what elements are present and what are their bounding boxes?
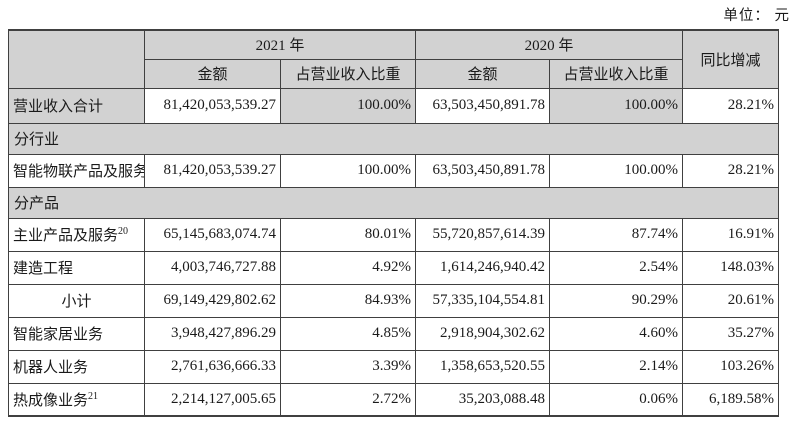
header-yoy: 同比增减 (682, 29, 780, 89)
header-ratio-2021: 占营业收入比重 (279, 58, 417, 89)
cell-ratio-2021: 100.00% (279, 87, 417, 124)
cell-ratio-2021: 100.00% (279, 153, 417, 188)
cell-ratio-2020: 100.00% (549, 87, 684, 124)
footnote-ref: 20 (118, 226, 129, 237)
cell-ratio-2020: 2.54% (549, 250, 684, 285)
cell-yoy: 20.61% (682, 283, 780, 318)
cell-yoy: 35.27% (682, 316, 780, 351)
unit-label: 单位： 元 (723, 8, 790, 24)
cell-label: 小计 (8, 283, 145, 318)
header-year-2020: 2020 年 (415, 29, 684, 60)
row-smart-home: 智能家居业务 3,948,427,896.29 4.85% 2,918,904,… (8, 316, 780, 351)
cell-amount-2020: 35,203,088.48 (415, 382, 551, 417)
cell-ratio-2020: 87.74% (549, 217, 684, 252)
header-corner-cell (8, 29, 145, 89)
cell-amount-2020: 57,335,104,554.81 (415, 283, 551, 318)
cell-ratio-2021: 4.85% (279, 316, 417, 351)
row-robotics: 机器人业务 2,761,636,666.33 3.39% 1,358,653,5… (8, 349, 780, 384)
cell-ratio-2021: 80.01% (279, 217, 417, 252)
row-label-text: 主业产品及服务 (13, 228, 119, 244)
cell-amount-2020: 63,503,450,891.78 (415, 153, 551, 188)
table-header-row-years: 2021 年 2020 年 同比增减 (8, 29, 780, 89)
row-label-text: 热成像业务 (13, 392, 89, 409)
cell-yoy: 28.21% (682, 87, 780, 124)
revenue-breakdown-table: 2021 年 2020 年 同比增减 金额 占营业收入比重 金额 占营业收入比重… (7, 29, 780, 417)
cell-amount-2021: 65,145,683,074.74 (144, 217, 281, 252)
cell-ratio-2021: 4.92% (279, 250, 417, 285)
table-header-row-measures: 金额 占营业收入比重 金额 占营业收入比重 (9, 58, 779, 89)
row-smart-iot: 智能物联产品及服务 81,420,053,539.27 100.00% 63,5… (8, 153, 780, 188)
cell-yoy: 16.91% (682, 217, 780, 252)
cell-amount-2021: 2,761,636,666.33 (144, 349, 281, 384)
cell-label: 建造工程 (8, 250, 145, 285)
row-construction: 建造工程 4,003,746,727.88 4.92% 1,614,246,94… (8, 250, 780, 285)
cell-amount-2020: 63,503,450,891.78 (415, 87, 551, 124)
cell-amount-2020: 1,358,653,520.55 (415, 349, 551, 384)
cell-ratio-2020: 90.29% (549, 283, 684, 318)
cell-yoy: 148.03% (682, 250, 780, 285)
section-label: 分产品 (7, 186, 780, 219)
header-amount-2021: 金额 (144, 58, 281, 89)
cell-label: 主业产品及服务20 (8, 217, 145, 252)
row-subtotal: 小计 69,149,429,802.62 84.93% 57,335,104,5… (8, 283, 780, 318)
cell-yoy: 6,189.58% (682, 382, 780, 417)
cell-ratio-2021: 2.72% (279, 382, 417, 417)
cell-amount-2021: 81,420,053,539.27 (144, 153, 281, 188)
cell-amount-2021: 81,420,053,539.27 (144, 87, 281, 124)
header-ratio-2020: 占营业收入比重 (549, 58, 684, 89)
cell-label: 智能物联产品及服务 (8, 153, 145, 188)
header-year-2021: 2021 年 (143, 29, 417, 60)
cell-ratio-2020: 2.14% (549, 349, 684, 384)
cell-yoy: 103.26% (682, 349, 780, 384)
cell-ratio-2020: 100.00% (549, 153, 684, 188)
cell-ratio-2020: 4.60% (549, 316, 684, 351)
cell-label: 营业收入合计 (8, 87, 145, 124)
row-main-products: 主业产品及服务20 65,145,683,074.74 80.01% 55,72… (8, 217, 780, 252)
cell-label: 机器人业务 (8, 349, 145, 384)
cell-amount-2021: 69,149,429,802.62 (144, 283, 281, 318)
cell-amount-2020: 1,614,246,940.42 (415, 250, 551, 285)
cell-ratio-2021: 3.39% (279, 349, 417, 384)
cell-amount-2020: 55,720,857,614.39 (415, 217, 551, 252)
section-label: 分行业 (7, 122, 780, 155)
section-row-by-industry: 分行业 (7, 122, 780, 155)
cell-yoy: 28.21% (682, 153, 780, 188)
row-thermal-imaging: 热成像业务21 2,214,127,005.65 2.72% 35,203,08… (8, 382, 780, 417)
cell-amount-2020: 2,918,904,302.62 (415, 316, 551, 351)
row-total-revenue: 营业收入合计 81,420,053,539.27 100.00% 63,503,… (8, 87, 780, 124)
cell-amount-2021: 4,003,746,727.88 (144, 250, 281, 285)
header-amount-2020: 金额 (415, 58, 551, 89)
footnote-ref: 21 (88, 390, 99, 402)
cell-label: 热成像业务21 (8, 382, 145, 417)
cell-amount-2021: 2,214,127,005.65 (144, 382, 281, 417)
cell-label: 智能家居业务 (8, 316, 145, 351)
section-row-by-product: 分产品 (7, 186, 780, 219)
cell-ratio-2020: 0.06% (549, 382, 684, 417)
cell-amount-2021: 3,948,427,896.29 (144, 316, 281, 351)
cell-ratio-2021: 84.93% (279, 283, 417, 318)
